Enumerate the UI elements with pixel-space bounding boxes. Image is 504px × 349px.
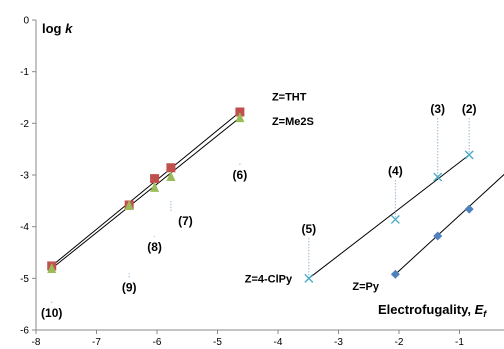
y-tick-label: -2 xyxy=(20,119,29,130)
point-annotation: (9) xyxy=(122,280,137,294)
series-label: Z=Me2S xyxy=(272,116,314,128)
tick-labels: 0-1-2-3-4-5-6-8-7-6-5-4-3-2-10 xyxy=(20,16,464,349)
triangle-marker xyxy=(124,199,134,210)
point-annotation: (10) xyxy=(41,306,62,320)
series-label: Z=4-ClPy xyxy=(245,273,293,285)
y-tick-label: -5 xyxy=(20,274,29,285)
y-tick-label: -6 xyxy=(20,326,29,337)
y-tick-label: -3 xyxy=(20,171,29,182)
square-marker xyxy=(235,107,245,117)
y-axis-label-main: log xyxy=(42,21,65,36)
x-axis-label: Electrofugality, Ef xyxy=(378,302,487,319)
x-marker xyxy=(433,172,443,182)
series-labels: Z=THT Z=Me2S Z=4-ClPy Z=Py xyxy=(245,91,380,293)
x-axis-label-sub: f xyxy=(483,309,487,319)
fit-line xyxy=(395,173,504,275)
x-tick-label: -3 xyxy=(334,337,343,348)
x-tick-label: -7 xyxy=(92,337,101,348)
x-axis-label-var: E xyxy=(475,302,484,317)
point-annotations: (1)(2)(3)(4)(5)(6)(7)(8)(9)(10) xyxy=(41,102,477,320)
y-axis-label: log k xyxy=(42,21,73,36)
y-tick-label: -1 xyxy=(20,67,29,78)
x-marker xyxy=(304,273,314,283)
diamond-marker xyxy=(390,269,400,279)
x-tick-label: -8 xyxy=(32,337,41,348)
diamond-marker xyxy=(433,231,443,241)
x-tick-label: -2 xyxy=(395,337,404,348)
point-annotation: (5) xyxy=(302,222,317,236)
triangle-marker xyxy=(235,112,245,123)
x-marker xyxy=(464,150,474,160)
x-marker xyxy=(390,214,400,224)
x-tick-label: -1 xyxy=(455,337,464,348)
point-annotation: (4) xyxy=(388,164,403,178)
annotation-leaders xyxy=(51,118,470,304)
y-axis-label-var: k xyxy=(65,21,73,36)
x-tick-label: -6 xyxy=(153,337,162,348)
data-markers xyxy=(47,107,474,283)
y-tick-label: 0 xyxy=(23,16,29,27)
point-annotation: (2) xyxy=(462,102,477,116)
fit-line xyxy=(51,117,241,269)
series-label: Z=THT xyxy=(272,91,307,103)
series-label: Z=Py xyxy=(352,281,379,293)
diamond-marker xyxy=(464,204,474,214)
square-marker xyxy=(166,163,176,173)
square-marker xyxy=(150,174,160,184)
y-tick-label: -4 xyxy=(20,222,29,233)
fit-line xyxy=(308,154,470,279)
triangle-marker xyxy=(150,181,160,192)
point-annotation: (6) xyxy=(233,168,248,182)
point-annotation: (7) xyxy=(178,214,193,228)
x-axis-label-main: Electrofugality, xyxy=(378,302,475,317)
x-tick-label: -5 xyxy=(213,337,222,348)
triangle-marker xyxy=(47,263,57,274)
triangle-marker xyxy=(166,171,176,182)
point-annotation: (3) xyxy=(430,102,445,116)
x-tick-label: -4 xyxy=(274,337,283,348)
fit-lines xyxy=(51,111,504,279)
point-annotation: (8) xyxy=(147,240,162,254)
fit-line xyxy=(51,111,241,267)
